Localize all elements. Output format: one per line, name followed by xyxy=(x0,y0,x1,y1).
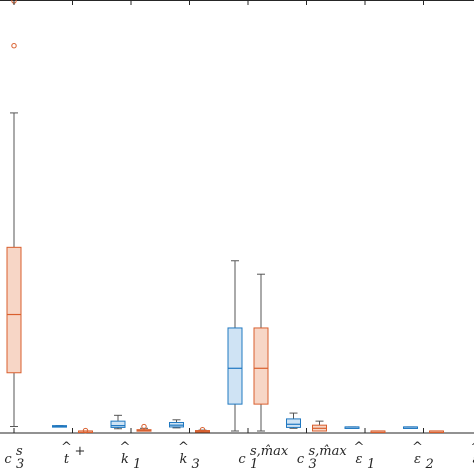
x-tick-label-sup: s,m̂ax xyxy=(309,444,348,459)
box-blue-cat-5 xyxy=(286,412,301,429)
box-blue-cat-7 xyxy=(403,426,418,429)
x-tick-label-base: t xyxy=(64,452,70,467)
box-blue-cat-3 xyxy=(169,419,184,429)
box-body xyxy=(253,327,269,405)
x-tick-label-sub: 1 xyxy=(133,457,141,472)
box-blue-cat-1 xyxy=(52,425,67,428)
box-blue-cat-6 xyxy=(344,426,360,429)
outlier-point xyxy=(199,426,206,433)
x-tick-label-hat: ^ xyxy=(61,440,72,455)
box-blue-cat-4 xyxy=(227,260,243,432)
x-tick-label-sup: s xyxy=(16,444,23,459)
x-tick-label-base: c xyxy=(297,452,305,467)
x-tick-label-base: c xyxy=(4,452,12,467)
box-orange-cat-3 xyxy=(195,426,210,433)
x-tick-label-hat: ^ xyxy=(354,440,365,455)
box-body xyxy=(286,418,301,428)
x-tick-label-base: k xyxy=(180,452,188,467)
x-tick-label-0: c 3s xyxy=(4,444,24,472)
x-tick-label-hat: ^ xyxy=(120,440,131,455)
x-tick-label-hat: ^ xyxy=(178,440,189,455)
x-ticks xyxy=(13,0,424,433)
x-tick-label-4: c 1s,m̂ax xyxy=(238,444,289,472)
x-tick-label-sup: + xyxy=(75,444,86,459)
box-orange-cat-0 xyxy=(6,0,22,428)
box-marks xyxy=(6,0,444,434)
outlier-point xyxy=(141,423,147,430)
x-tick-label-8: ε^3 xyxy=(471,440,474,467)
x-tick-label-base: ε xyxy=(356,452,363,467)
box-blue-cat-2 xyxy=(110,414,126,430)
x-tick-label-1: t^ + xyxy=(61,440,85,467)
x-tick-label-6: ε^1 xyxy=(354,440,376,472)
x-tick-label-7: ε^2 xyxy=(412,440,434,472)
x-tick-label-sup: s,m̂ax xyxy=(250,444,289,459)
x-tick-label-sub: 3 xyxy=(192,457,200,472)
box-body xyxy=(6,246,22,374)
x-tick-label-sub: 1 xyxy=(250,457,258,472)
box-body xyxy=(227,327,243,405)
x-tick-label-5: c 3s,m̂ax xyxy=(297,444,348,472)
x-tick-label-hat: ^ xyxy=(471,440,474,455)
box-orange-cat-1 xyxy=(78,427,93,434)
x-tick-label-sub: 3 xyxy=(16,457,24,472)
box-orange-cat-7 xyxy=(429,430,444,433)
x-tick-label-3: k^3 xyxy=(178,440,200,472)
x-tick-label-sub: 2 xyxy=(425,457,434,472)
box-orange-cat-2 xyxy=(136,423,152,432)
box-orange-cat-4 xyxy=(253,273,269,432)
box-body xyxy=(110,420,126,428)
x-tick-label-base: ε xyxy=(414,452,421,467)
x-tick-label-base: ε xyxy=(473,452,474,467)
x-tick-label-base: k xyxy=(121,452,129,467)
outlier-point xyxy=(11,43,17,49)
x-tick-label-2: k^1 xyxy=(120,440,142,472)
outlier-point xyxy=(82,427,89,434)
x-tick-label-base: c xyxy=(238,452,246,467)
box-orange-cat-6 xyxy=(370,430,386,433)
box-orange-cat-5 xyxy=(312,420,327,432)
x-tick-label-sub: 3 xyxy=(309,457,317,472)
x-tick-label-hat: ^ xyxy=(412,440,423,455)
x-tick-label-sub: 1 xyxy=(367,457,375,472)
